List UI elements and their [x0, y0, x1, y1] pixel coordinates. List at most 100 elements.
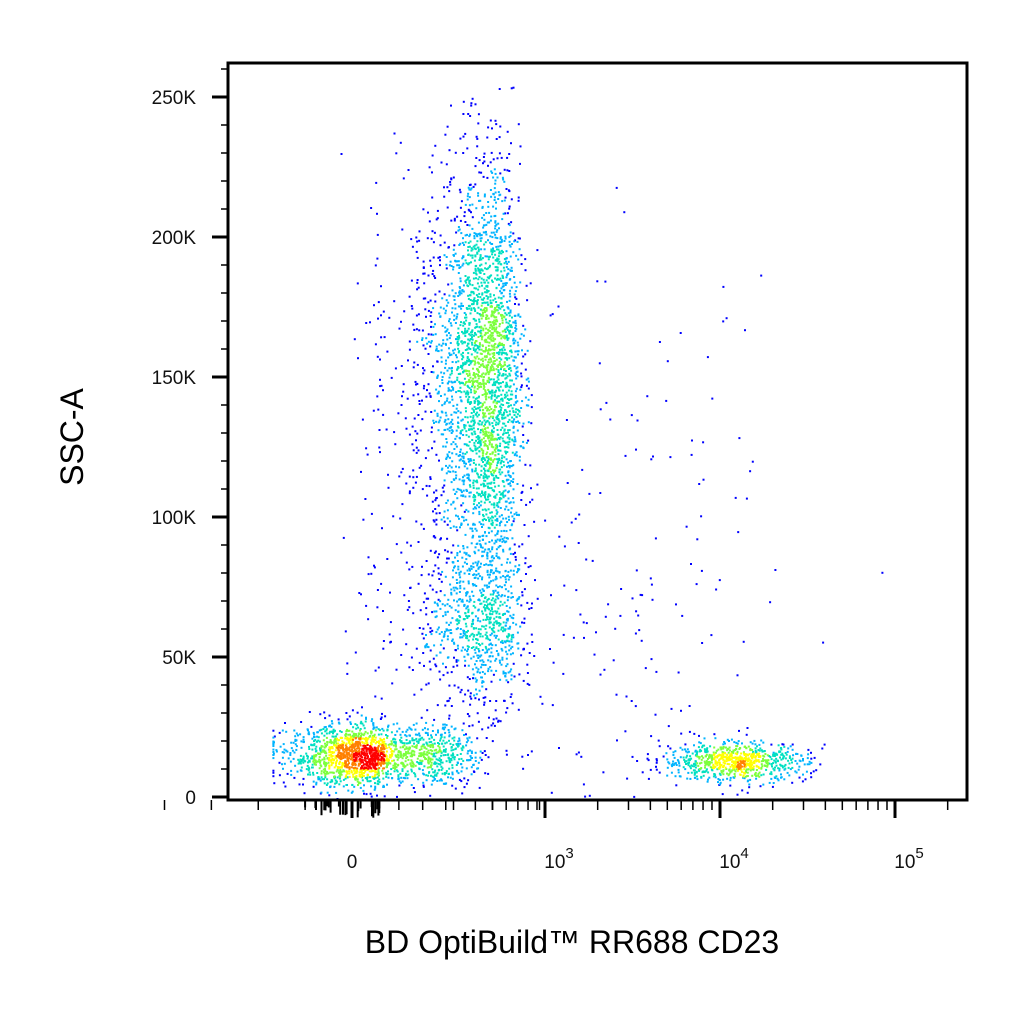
scatter-point — [588, 492, 591, 495]
scatter-point — [499, 277, 502, 280]
scatter-point — [474, 651, 477, 654]
scatter-point — [421, 728, 424, 731]
scatter-point — [473, 259, 476, 262]
scatter-point — [448, 731, 451, 734]
scatter-point — [440, 736, 443, 738]
scatter-point — [500, 291, 503, 294]
scatter-point — [508, 649, 511, 652]
scatter-point — [779, 750, 782, 753]
scatter-point — [465, 281, 468, 284]
scatter-point — [456, 600, 459, 603]
scatter-point — [469, 183, 472, 186]
scatter-point — [381, 712, 383, 715]
scatter-point — [447, 246, 450, 249]
scatter-point — [504, 629, 506, 632]
scatter-point — [487, 659, 490, 662]
scatter-point — [478, 271, 481, 274]
scatter-point — [469, 299, 472, 301]
scatter-point — [485, 474, 488, 477]
scatter-point — [781, 764, 784, 767]
scatter-point — [485, 349, 488, 352]
scatter-point — [450, 746, 453, 748]
scatter-point — [469, 703, 472, 706]
scatter-point — [438, 748, 441, 751]
scatter-point — [505, 401, 508, 404]
scatter-point — [447, 387, 450, 390]
scatter-point — [476, 399, 479, 402]
scatter-point — [492, 369, 495, 372]
scatter-point — [468, 196, 471, 199]
scatter-point — [501, 658, 504, 661]
scatter-point — [501, 538, 504, 540]
scatter-point — [458, 571, 461, 574]
scatter-point — [467, 352, 470, 355]
scatter-point — [481, 635, 484, 638]
scatter-point — [401, 762, 404, 765]
scatter-point — [444, 549, 447, 552]
scatter-point — [490, 443, 493, 446]
scatter-point — [506, 262, 509, 265]
scatter-point — [500, 241, 502, 244]
scatter-point — [496, 445, 499, 447]
scatter-point — [428, 166, 431, 169]
scatter-point — [514, 339, 517, 342]
scatter-point — [512, 617, 515, 620]
scatter-point — [438, 757, 441, 760]
scatter-point — [758, 771, 761, 774]
scatter-point — [347, 789, 350, 792]
scatter-point — [427, 353, 430, 355]
scatter-point — [476, 767, 479, 770]
scatter-point — [713, 733, 716, 736]
scatter-point — [775, 752, 778, 755]
scatter-point — [299, 758, 302, 761]
scatter-point — [810, 757, 813, 760]
scatter-point — [485, 637, 488, 640]
scatter-point — [486, 557, 489, 560]
scatter-point — [435, 774, 438, 777]
scatter-point — [508, 429, 511, 432]
scatter-point — [421, 488, 424, 491]
scatter-point — [468, 374, 471, 377]
scatter-point — [480, 473, 483, 476]
scatter-point — [484, 531, 486, 534]
scatter-point — [489, 189, 492, 191]
scatter-point — [482, 625, 485, 628]
scatter-point — [495, 540, 498, 543]
scatter-point — [455, 628, 458, 631]
scatter-point — [497, 607, 500, 610]
scatter-point — [467, 192, 470, 195]
scatter-point — [654, 537, 657, 540]
scatter-point — [491, 384, 494, 387]
scatter-point — [482, 415, 485, 418]
scatter-point — [494, 309, 497, 312]
scatter-point — [495, 669, 498, 672]
scatter-point — [508, 278, 511, 281]
scatter-point — [322, 768, 325, 771]
scatter-point — [474, 467, 477, 470]
scatter-point — [444, 726, 447, 729]
scatter-point — [472, 574, 475, 576]
scatter-point — [492, 471, 495, 474]
scatter-point — [469, 362, 472, 365]
scatter-point — [668, 762, 671, 765]
scatter-point — [455, 465, 457, 468]
scatter-point — [450, 265, 453, 267]
scatter-point — [378, 781, 381, 784]
scatter-point — [473, 356, 476, 359]
scatter-point — [272, 752, 275, 755]
scatter-point — [437, 742, 439, 744]
scatter-point — [424, 297, 427, 300]
scatter-point — [647, 759, 650, 762]
scatter-point — [478, 463, 481, 466]
scatter-point — [658, 771, 661, 774]
scatter-point — [431, 154, 434, 157]
scatter-point — [512, 411, 515, 414]
scatter-point — [488, 531, 490, 534]
scatter-point — [412, 763, 415, 766]
scatter-point — [452, 586, 455, 589]
scatter-point — [481, 454, 484, 457]
scatter-point — [658, 341, 661, 343]
scatter-point — [507, 491, 510, 494]
scatter-point — [423, 664, 425, 667]
scatter-point — [486, 331, 489, 334]
